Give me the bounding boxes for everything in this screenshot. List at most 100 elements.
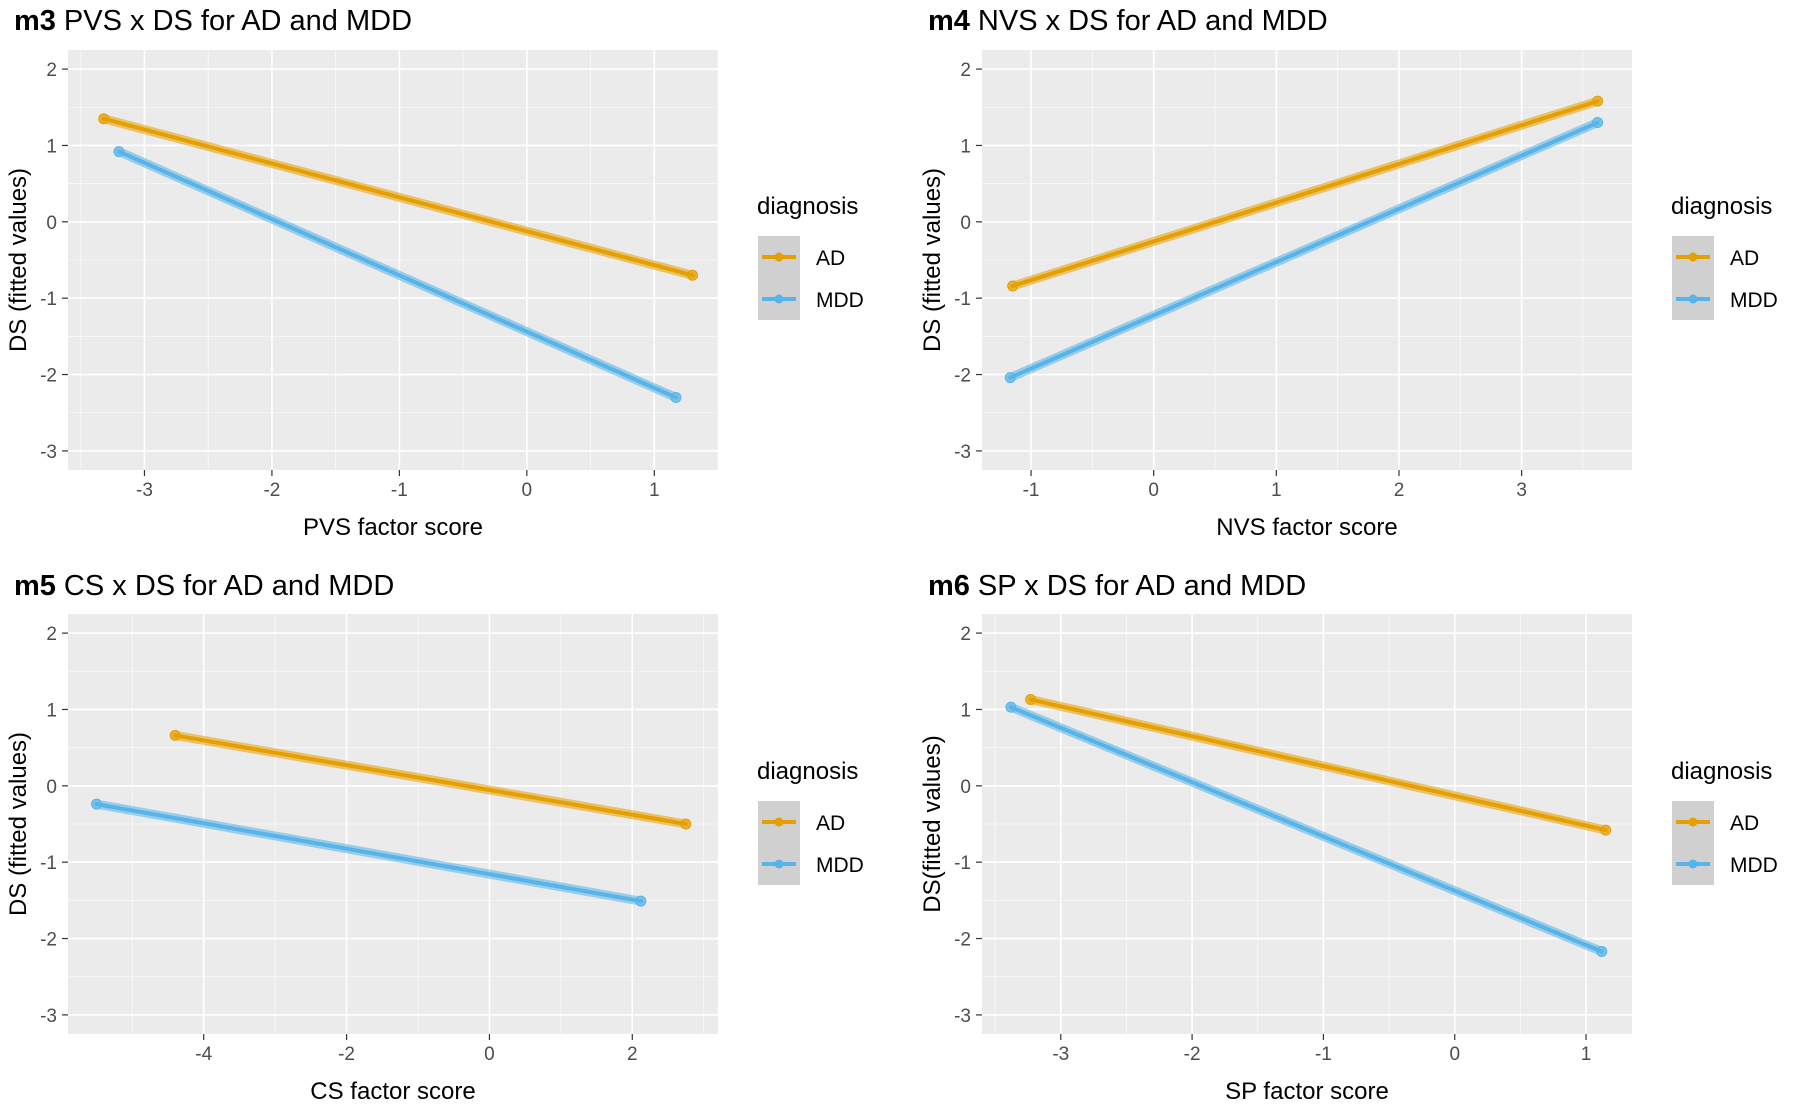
x-tick-label: -1 [391,480,408,501]
y-tick-label: -2 [40,930,57,951]
y-tick-label: -3 [40,1006,57,1027]
x-axis-label: NVS factor score [1216,514,1397,541]
x-tick-label: -2 [338,1044,355,1065]
series-endpoint-ad [169,729,181,741]
series-line-ad [1010,99,1600,288]
series-endpoint-mdd [1004,372,1016,384]
legend: diagnosis AD MDD [757,193,864,320]
legend-key-point-ad [1688,817,1698,827]
y-axis-label: DS (fitted values) [5,732,32,916]
panel-title-text: CS x DS for AD and MDD [64,570,394,602]
x-tick-label: 0 [1449,1044,1460,1065]
panel-title-text: PVS x DS for AD and MDD [64,5,412,37]
x-tick-label: 0 [522,480,533,501]
y-tick-label: -1 [40,853,57,874]
y-tick-label: -1 [954,289,971,310]
series-line-ad [1028,697,1608,833]
y-axis-label: DS (fitted values) [5,168,32,352]
series-endpoint-mdd [1005,701,1017,713]
legend-title: diagnosis [757,193,858,220]
legend-key-point-mdd [774,859,784,869]
y-tick-label: -3 [954,1006,971,1027]
series-endpoint-mdd [1596,946,1608,958]
panel-tag: m3 [14,5,56,37]
legend-key-point-mdd [1688,859,1698,869]
y-tick-label: 1 [46,136,57,157]
panel-m3: m3 PVS x DS for AD and MDD -3 -2 -1 0 1 -3 -2 -1 0… [5,5,864,541]
series-line-ad [173,733,688,826]
y-tick-label: 0 [46,213,57,234]
x-tick-label: 1 [1271,480,1282,501]
panel-title: m4 NVS x DS for AD and MDD [928,5,1328,37]
legend-key-point-mdd [774,294,784,304]
series-endpoint-ad [1600,824,1612,836]
legend-label-ad: AD [816,247,845,270]
series-endpoint-ad [1592,95,1604,107]
y-tick-label: -2 [40,366,57,387]
y-tick-label: -1 [954,853,971,874]
panel-title: m6 SP x DS for AD and MDD [928,570,1306,602]
x-tick-label: -3 [136,480,153,501]
x-tick-label: -2 [263,480,280,501]
panel-m5: m5 CS x DS for AD and MDD -4 -2 0 2 -3 -2 -1 0 1 2 C… [5,570,864,1105]
y-tick-label: -3 [954,442,971,463]
panel-title-text: NVS x DS for AD and MDD [978,5,1328,37]
legend-label-mdd: MDD [1730,289,1778,312]
panel-m4: m4 NVS x DS for AD and MDD -1 0 1 2 3 -3 -2 -1 0 1 2… [919,5,1778,541]
legend: diagnosis AD MDD [1671,193,1778,320]
legend: diagnosis AD MDD [1671,758,1778,885]
x-tick-label: -1 [1023,480,1040,501]
y-tick-label: -3 [40,442,57,463]
series-endpoint-ad [687,269,699,281]
y-tick-label: -2 [954,930,971,951]
y-axis-label: DS (fitted values) [919,168,946,352]
legend: diagnosis AD MDD [757,758,864,885]
y-tick-label: 1 [960,136,971,157]
y-tick-label: 2 [46,60,57,81]
legend-key-point-ad [774,252,784,262]
y-tick-label: 2 [960,60,971,81]
x-tick-label: 0 [1148,480,1159,501]
x-tick-label: 0 [484,1044,495,1065]
x-tick-label: 2 [1394,480,1405,501]
y-tick-label: 0 [960,777,971,798]
x-axis-label: PVS factor score [303,514,483,541]
legend-label-mdd: MDD [1730,854,1778,877]
y-tick-label: 1 [960,700,971,721]
y-axis-label: DS(fitted values) [919,735,946,912]
series-endpoint-ad [1025,694,1037,706]
x-axis-label: CS factor score [310,1078,475,1105]
series-endpoint-mdd [1592,117,1604,129]
series-endpoint-mdd [635,895,647,907]
y-tick-label: 1 [46,700,57,721]
y-tick-label: -2 [954,366,971,387]
y-tick-label: 0 [960,213,971,234]
series-endpoint-mdd [113,146,125,158]
legend-key-point-ad [774,817,784,827]
legend-key-point-ad [1688,252,1698,262]
x-tick-label: -3 [1052,1044,1069,1065]
panel-title: m3 PVS x DS for AD and MDD [14,5,412,37]
legend-label-ad: AD [816,812,845,835]
x-tick-label: 1 [1581,1044,1592,1065]
x-tick-label: -2 [1184,1044,1201,1065]
series-endpoint-ad [680,818,692,830]
x-tick-label: 2 [627,1044,638,1065]
series-endpoint-ad [98,113,110,125]
panel-tag: m6 [928,570,970,602]
series-line-mdd [1008,120,1600,380]
legend-label-ad: AD [1730,247,1759,270]
panel-tag: m4 [928,5,970,37]
legend-key-point-mdd [1688,294,1698,304]
panel-title: m5 CS x DS for AD and MDD [14,570,394,602]
legend-label-mdd: MDD [816,854,864,877]
x-tick-label: 3 [1516,480,1527,501]
x-axis-label: SP factor score [1225,1078,1389,1105]
y-tick-label: 2 [960,624,971,645]
y-tick-label: -1 [40,289,57,310]
panel-title-text: SP x DS for AD and MDD [978,570,1306,602]
series-endpoint-mdd [91,798,103,810]
series-line-mdd [1008,705,1604,954]
series-line-mdd [94,802,643,904]
legend-title: diagnosis [757,758,858,785]
